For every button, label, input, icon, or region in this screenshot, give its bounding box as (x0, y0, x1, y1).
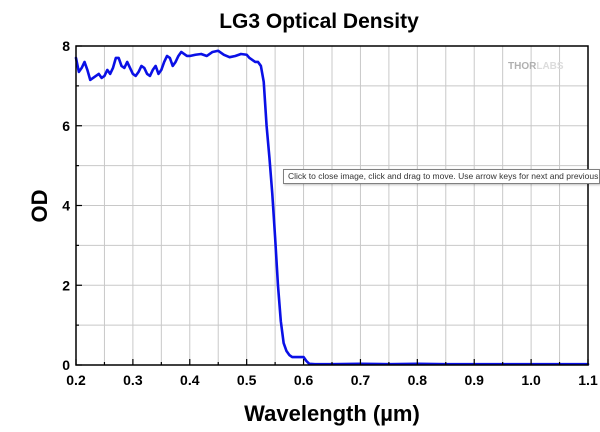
y-tick-label: 4 (62, 198, 70, 214)
x-tick-label: 0.7 (351, 372, 371, 388)
logo-labs: LABS (536, 61, 564, 72)
series-line-lg3 (74, 49, 590, 366)
series-layer (74, 49, 590, 366)
y-tick-labels: 0 2 4 6 8 (62, 38, 70, 373)
grid (75, 45, 589, 366)
thorlabs-logo: THORLABS (508, 61, 564, 72)
y-tick-label: 0 (62, 357, 70, 373)
x-tick-label: 0.4 (180, 372, 200, 388)
x-tick-label: 0.6 (294, 372, 314, 388)
y-axis-label: OD (27, 190, 52, 223)
svg-text:THORLABS: THORLABS (508, 61, 564, 72)
x-tick-label: 0.3 (123, 372, 143, 388)
image-viewer-tooltip[interactable]: Click to close image, click and drag to … (283, 169, 600, 184)
x-tick-label: 1.0 (521, 372, 541, 388)
x-tick-label: 0.8 (408, 372, 428, 388)
chart-title: LG3 Optical Density (219, 10, 419, 33)
x-tick-labels: 0.2 0.3 0.4 0.5 0.6 0.7 0.8 0.9 1.0 1.1 (66, 372, 598, 388)
logo-thor: THOR (508, 61, 537, 72)
y-tick-label: 8 (62, 38, 70, 54)
x-tick-label: 0.9 (464, 372, 484, 388)
y-tick-label: 6 (62, 118, 70, 134)
x-tick-label: 0.5 (237, 372, 257, 388)
x-tick-label: 1.1 (578, 372, 598, 388)
y-tick-label: 2 (62, 277, 70, 293)
ticks (75, 45, 589, 366)
x-tick-label: 0.2 (66, 372, 86, 388)
x-axis-label: Wavelength (µm) (244, 401, 420, 426)
